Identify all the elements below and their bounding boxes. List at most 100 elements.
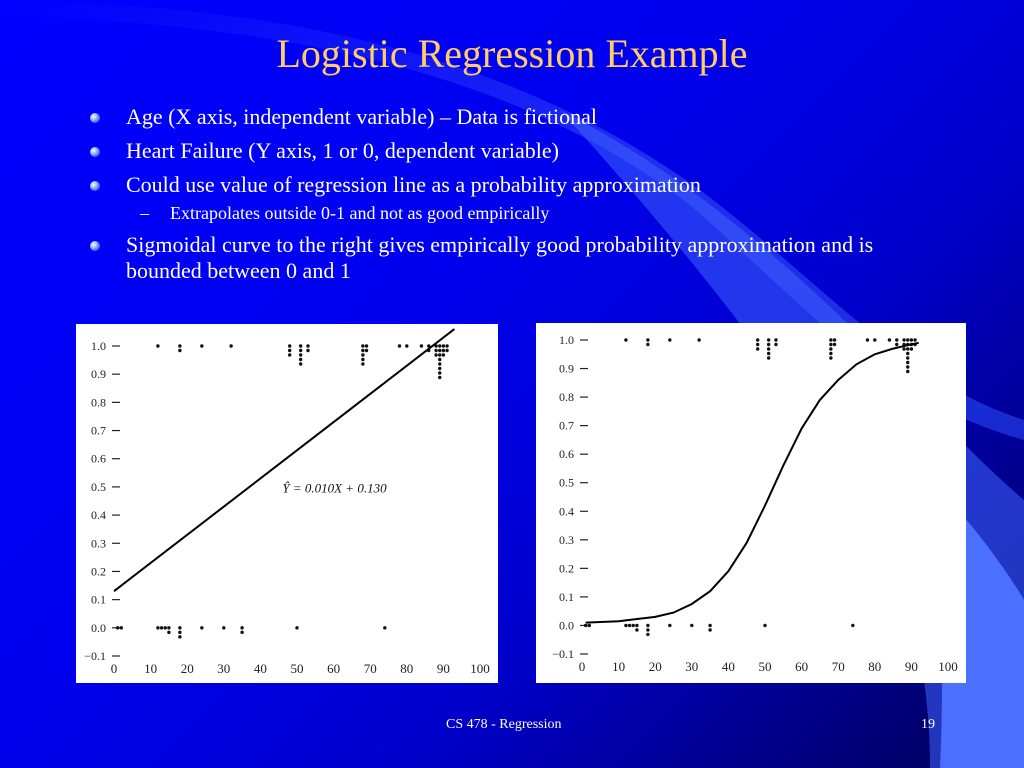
- data-point-y1: [438, 371, 442, 375]
- data-point-y1: [906, 351, 910, 356]
- y-tick-label: −0.1: [84, 649, 106, 663]
- data-point-y1: [361, 348, 365, 353]
- y-tick-label: 0.6: [91, 452, 106, 466]
- data-point-y1: [419, 344, 424, 348]
- data-point-y1: [887, 338, 892, 342]
- data-point-y1: [906, 338, 910, 342]
- data-point-y1: [287, 344, 292, 348]
- logistic-regression-chart-panel: 1.0 0.9 0.8 0.7 0.6 0.5 0.4 0.3 0.2 0.1 0.0 −0.1 0 10…: [536, 323, 966, 683]
- x-tick-label: 80: [400, 661, 413, 676]
- data-point-y1: [434, 344, 438, 348]
- data-point-y0: [240, 630, 244, 635]
- data-point-y1: [909, 347, 914, 351]
- data-point-y1: [902, 338, 906, 342]
- bullet-icon: [90, 181, 100, 191]
- data-point-y1: [298, 353, 303, 357]
- bullet-item: Sigmoidal curve to the right gives empir…: [90, 232, 890, 284]
- data-point-y0: [240, 626, 244, 630]
- data-point-y0: [690, 623, 694, 628]
- y-tick-label: 0.7: [91, 424, 106, 438]
- data-point-y1: [902, 347, 906, 351]
- data-point-y0: [646, 632, 650, 637]
- x-tick-label: 10: [612, 659, 625, 674]
- data-point-y1: [361, 353, 365, 357]
- sigmoid-curve: [585, 341, 919, 624]
- data-point-y1: [434, 353, 438, 357]
- data-point-y0: [708, 623, 712, 628]
- sub-bullet-text: Extrapolates outside 0-1 and not as good…: [170, 203, 550, 223]
- data-point-y1: [895, 338, 899, 342]
- bullet-text: Heart Failure (Y axis, 1 or 0, dependent…: [126, 138, 559, 163]
- data-point-y1: [287, 353, 292, 357]
- y-tick-label: 0.2: [559, 561, 574, 575]
- data-point-y1: [438, 357, 442, 362]
- regression-equation-label: Ŷ = 0.010X + 0.130: [282, 481, 387, 496]
- data-point-y1: [906, 356, 910, 360]
- y-tick-label: 0.3: [91, 536, 106, 550]
- sub-bullet-item: – Extrapolates outside 0-1 and not as goo…: [90, 202, 890, 224]
- y-tick-label: 0.0: [559, 618, 574, 632]
- data-point-y0: [635, 628, 639, 632]
- data-point-y1: [913, 338, 917, 342]
- data-point-y1: [298, 357, 303, 362]
- data-point-y1: [438, 348, 442, 353]
- x-tick-label: 70: [832, 659, 845, 674]
- data-point-y0: [583, 623, 588, 628]
- x-tick-label: 0: [111, 661, 118, 676]
- x-tick-label: 50: [759, 659, 772, 674]
- x-tick-label: 100: [938, 659, 958, 674]
- bullet-item: Age (X axis, independent variable) – Dat…: [90, 104, 890, 130]
- x-tick-label: 100: [470, 661, 490, 676]
- y-tick-label: 0.8: [91, 395, 106, 409]
- bullet-icon: [90, 241, 100, 251]
- data-point-y1: [364, 344, 369, 348]
- y-tick-label: −0.1: [552, 647, 574, 661]
- data-point-y1: [766, 351, 771, 356]
- data-point-y1: [287, 348, 292, 353]
- data-point-y1: [298, 344, 303, 348]
- data-point-y1: [668, 338, 672, 342]
- data-point-y0: [295, 626, 299, 630]
- regression-line: [113, 328, 455, 592]
- data-point-y1: [909, 338, 914, 342]
- data-point-y1: [906, 347, 910, 351]
- data-point-y1: [646, 342, 650, 347]
- x-tick-label: 30: [217, 661, 230, 676]
- data-point-y0: [167, 626, 171, 630]
- data-point-y0: [668, 623, 672, 628]
- data-point-y1: [438, 353, 442, 357]
- data-point-y1: [832, 342, 837, 347]
- data-point-y1: [361, 344, 365, 348]
- data-point-y1: [156, 344, 160, 348]
- x-tick-label: 90: [437, 661, 450, 676]
- data-point-y1: [895, 342, 899, 347]
- data-point-y0: [587, 623, 592, 628]
- data-point-y1: [438, 366, 442, 371]
- data-point-y1: [306, 348, 310, 353]
- data-point-y0: [178, 635, 182, 639]
- x-tick-label: 60: [795, 659, 808, 674]
- data-point-y1: [906, 360, 910, 365]
- data-point-y0: [156, 626, 160, 630]
- data-point-y1: [178, 344, 182, 348]
- data-point-y1: [766, 347, 771, 351]
- x-tick-label: 90: [905, 659, 918, 674]
- y-tick-label: 0.6: [559, 447, 574, 461]
- data-point-y0: [624, 623, 628, 628]
- data-point-y1: [829, 338, 833, 342]
- y-tick-label: 0.0: [91, 621, 106, 635]
- data-point-y1: [445, 344, 449, 348]
- y-tick-label: 1.0: [91, 339, 106, 353]
- bullet-icon: [90, 147, 100, 157]
- bullet-item: Heart Failure (Y axis, 1 or 0, dependent…: [90, 138, 890, 164]
- data-point-y1: [200, 344, 204, 348]
- bullet-text: Age (X axis, independent variable) – Dat…: [126, 104, 598, 129]
- data-point-y1: [774, 342, 778, 347]
- data-point-y1: [405, 344, 409, 348]
- data-point-y1: [832, 338, 837, 342]
- data-point-y1: [441, 348, 446, 353]
- data-point-y1: [755, 342, 760, 347]
- y-tick-label: 0.1: [559, 590, 574, 604]
- x-tick-label: 20: [181, 661, 194, 676]
- x-tick-label: 40: [254, 661, 267, 676]
